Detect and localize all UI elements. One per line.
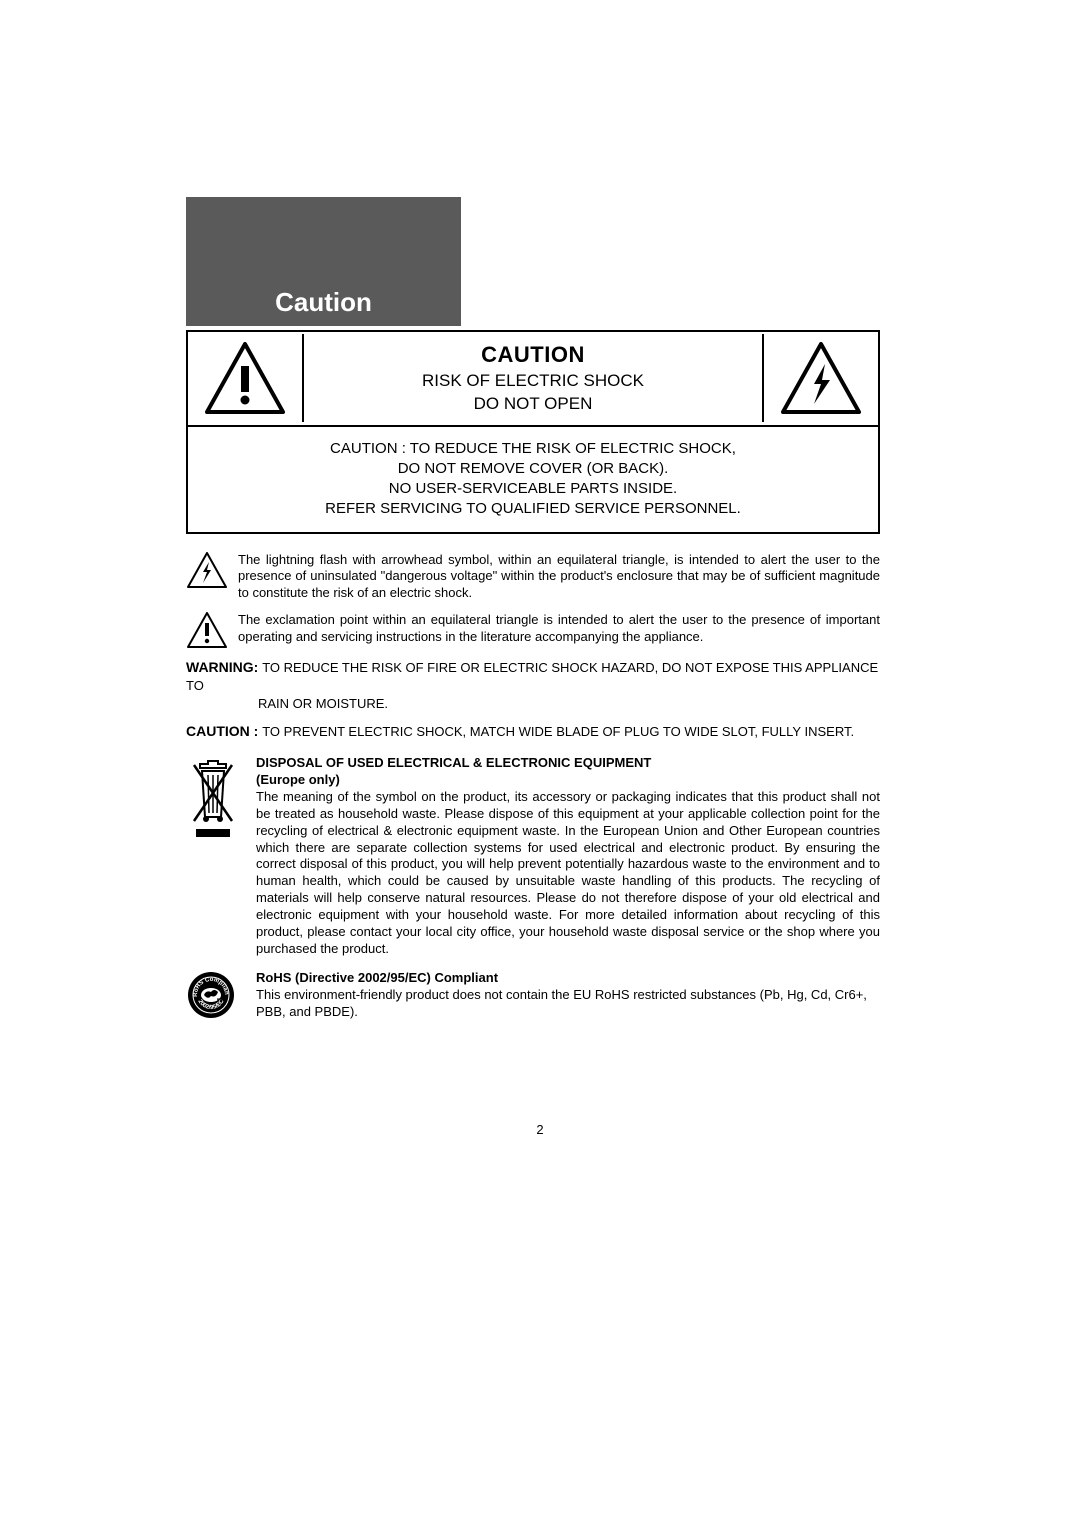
lightning-triangle-icon bbox=[781, 342, 861, 414]
lightning-small-icon bbox=[186, 552, 228, 603]
disposal-block: DISPOSAL OF USED ELECTRICAL & ELECTRONIC… bbox=[186, 755, 880, 958]
caution-body-line-2: DO NOT REMOVE COVER (OR BACK). bbox=[208, 459, 858, 479]
warning-label: WARNING: bbox=[186, 659, 262, 675]
disposal-text: DISPOSAL OF USED ELECTRICAL & ELECTRONIC… bbox=[256, 755, 880, 958]
page-container: Caution CAUTION RISK OF ELECTRIC SHOCK D… bbox=[0, 0, 1080, 1065]
exclamation-triangle-icon bbox=[205, 342, 285, 414]
disposal-title: DISPOSAL OF USED ELECTRICAL & ELECTRONIC… bbox=[256, 755, 880, 772]
warning-body-2: RAIN OR MOISTURE. bbox=[186, 695, 880, 713]
rohs-body: This environment-friendly product does n… bbox=[256, 987, 880, 1021]
disposal-body: The meaning of the symbol on the product… bbox=[256, 789, 880, 958]
warning-text: WARNING: TO REDUCE THE RISK OF FIRE OR E… bbox=[186, 658, 880, 712]
caution-body-line-3: NO USER-SERVICEABLE PARTS INSIDE. bbox=[208, 479, 858, 499]
exclamation-explain-row: The exclamation point within an equilate… bbox=[186, 612, 880, 648]
caution-subtitle-1: RISK OF ELECTRIC SHOCK bbox=[312, 370, 754, 391]
warning-body-1: TO REDUCE THE RISK OF FIRE OR ELECTRIC S… bbox=[186, 660, 878, 693]
caution-body-line-4: REFER SERVICING TO QUALIFIED SERVICE PER… bbox=[208, 499, 858, 519]
weee-bin-icon bbox=[186, 755, 240, 958]
caution-plug-label: CAUTION : bbox=[186, 723, 262, 739]
caution-plug-row: CAUTION : TO PREVENT ELECTRIC SHOCK, MAT… bbox=[186, 722, 880, 741]
caution-box-top-row: CAUTION RISK OF ELECTRIC SHOCK DO NOT OP… bbox=[188, 332, 878, 427]
lightning-explain-row: The lightning flash with arrowhead symbo… bbox=[186, 552, 880, 603]
caution-center-text: CAUTION RISK OF ELECTRIC SHOCK DO NOT OP… bbox=[304, 332, 762, 425]
disposal-subtitle: (Europe only) bbox=[256, 772, 880, 789]
caution-box: CAUTION RISK OF ELECTRIC SHOCK DO NOT OP… bbox=[186, 330, 880, 534]
caution-title: CAUTION bbox=[312, 342, 754, 368]
exclamation-explain-text: The exclamation point within an equilate… bbox=[238, 612, 880, 648]
rohs-title: RoHS (Directive 2002/95/EC) Compliant bbox=[256, 970, 880, 987]
header-block: Caution bbox=[186, 197, 461, 326]
page-number: 2 bbox=[536, 1122, 543, 1137]
caution-box-body: CAUTION : TO REDUCE THE RISK OF ELECTRIC… bbox=[188, 427, 878, 532]
rohs-block: RoHS Compliant 2002/95/EC eco RoHS (Dire… bbox=[186, 970, 880, 1025]
header-title: Caution bbox=[275, 287, 372, 318]
rohs-compliant-icon: RoHS Compliant 2002/95/EC eco bbox=[186, 970, 240, 1025]
rohs-text: RoHS (Directive 2002/95/EC) Compliant Th… bbox=[256, 970, 880, 1025]
exclamation-triangle-cell bbox=[188, 334, 304, 422]
caution-plug-text: CAUTION : TO PREVENT ELECTRIC SHOCK, MAT… bbox=[186, 722, 880, 741]
symbol-explanations: The lightning flash with arrowhead symbo… bbox=[186, 552, 880, 649]
lightning-explain-text: The lightning flash with arrowhead symbo… bbox=[238, 552, 880, 603]
warning-row: WARNING: TO REDUCE THE RISK OF FIRE OR E… bbox=[186, 658, 880, 712]
caution-body-line-1: CAUTION : TO REDUCE THE RISK OF ELECTRIC… bbox=[208, 439, 858, 459]
caution-subtitle-2: DO NOT OPEN bbox=[312, 393, 754, 414]
exclamation-small-icon bbox=[186, 612, 228, 648]
lightning-triangle-cell bbox=[762, 334, 878, 422]
caution-plug-body: TO PREVENT ELECTRIC SHOCK, MATCH WIDE BL… bbox=[262, 724, 854, 739]
svg-text:eco: eco bbox=[217, 997, 226, 1003]
